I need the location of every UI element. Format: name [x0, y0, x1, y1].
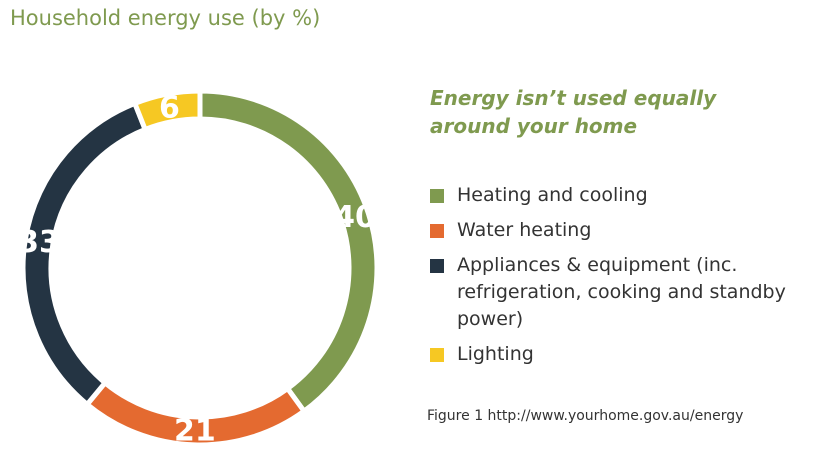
legend-label: Heating and cooling [457, 184, 648, 206]
chart: 40 21 33 6 [18, 88, 380, 448]
chart-title: Household energy use (by %) [10, 6, 321, 30]
data-label: 33 [18, 225, 60, 260]
legend-swatch [430, 224, 444, 238]
data-label: 6 [159, 90, 180, 125]
donut-segment [131, 88, 203, 133]
legend-item: Heating and cooling [430, 182, 810, 209]
legend-label: Water heating [457, 219, 592, 241]
legend-label: Lighting [457, 343, 534, 365]
legend-swatch [430, 259, 444, 273]
donut-segment [197, 88, 380, 415]
footnote: Figure 1 http://www.yourhome.gov.au/ener… [427, 408, 744, 424]
data-label: 21 [174, 413, 216, 448]
data-label: 40 [334, 200, 376, 235]
legend-label: Appliances & equipment (inc. refrigerati… [457, 254, 786, 330]
legend: Heating and cooling Water heating Applianc… [430, 182, 810, 376]
legend-item: Appliances & equipment (inc. refrigerati… [430, 252, 810, 333]
legend-item: Lighting [430, 341, 810, 368]
subtitle: Energy isn’t used equally around your ho… [430, 86, 717, 138]
legend-swatch [430, 189, 444, 203]
legend-item: Water heating [430, 217, 810, 244]
legend-swatch [430, 348, 444, 362]
